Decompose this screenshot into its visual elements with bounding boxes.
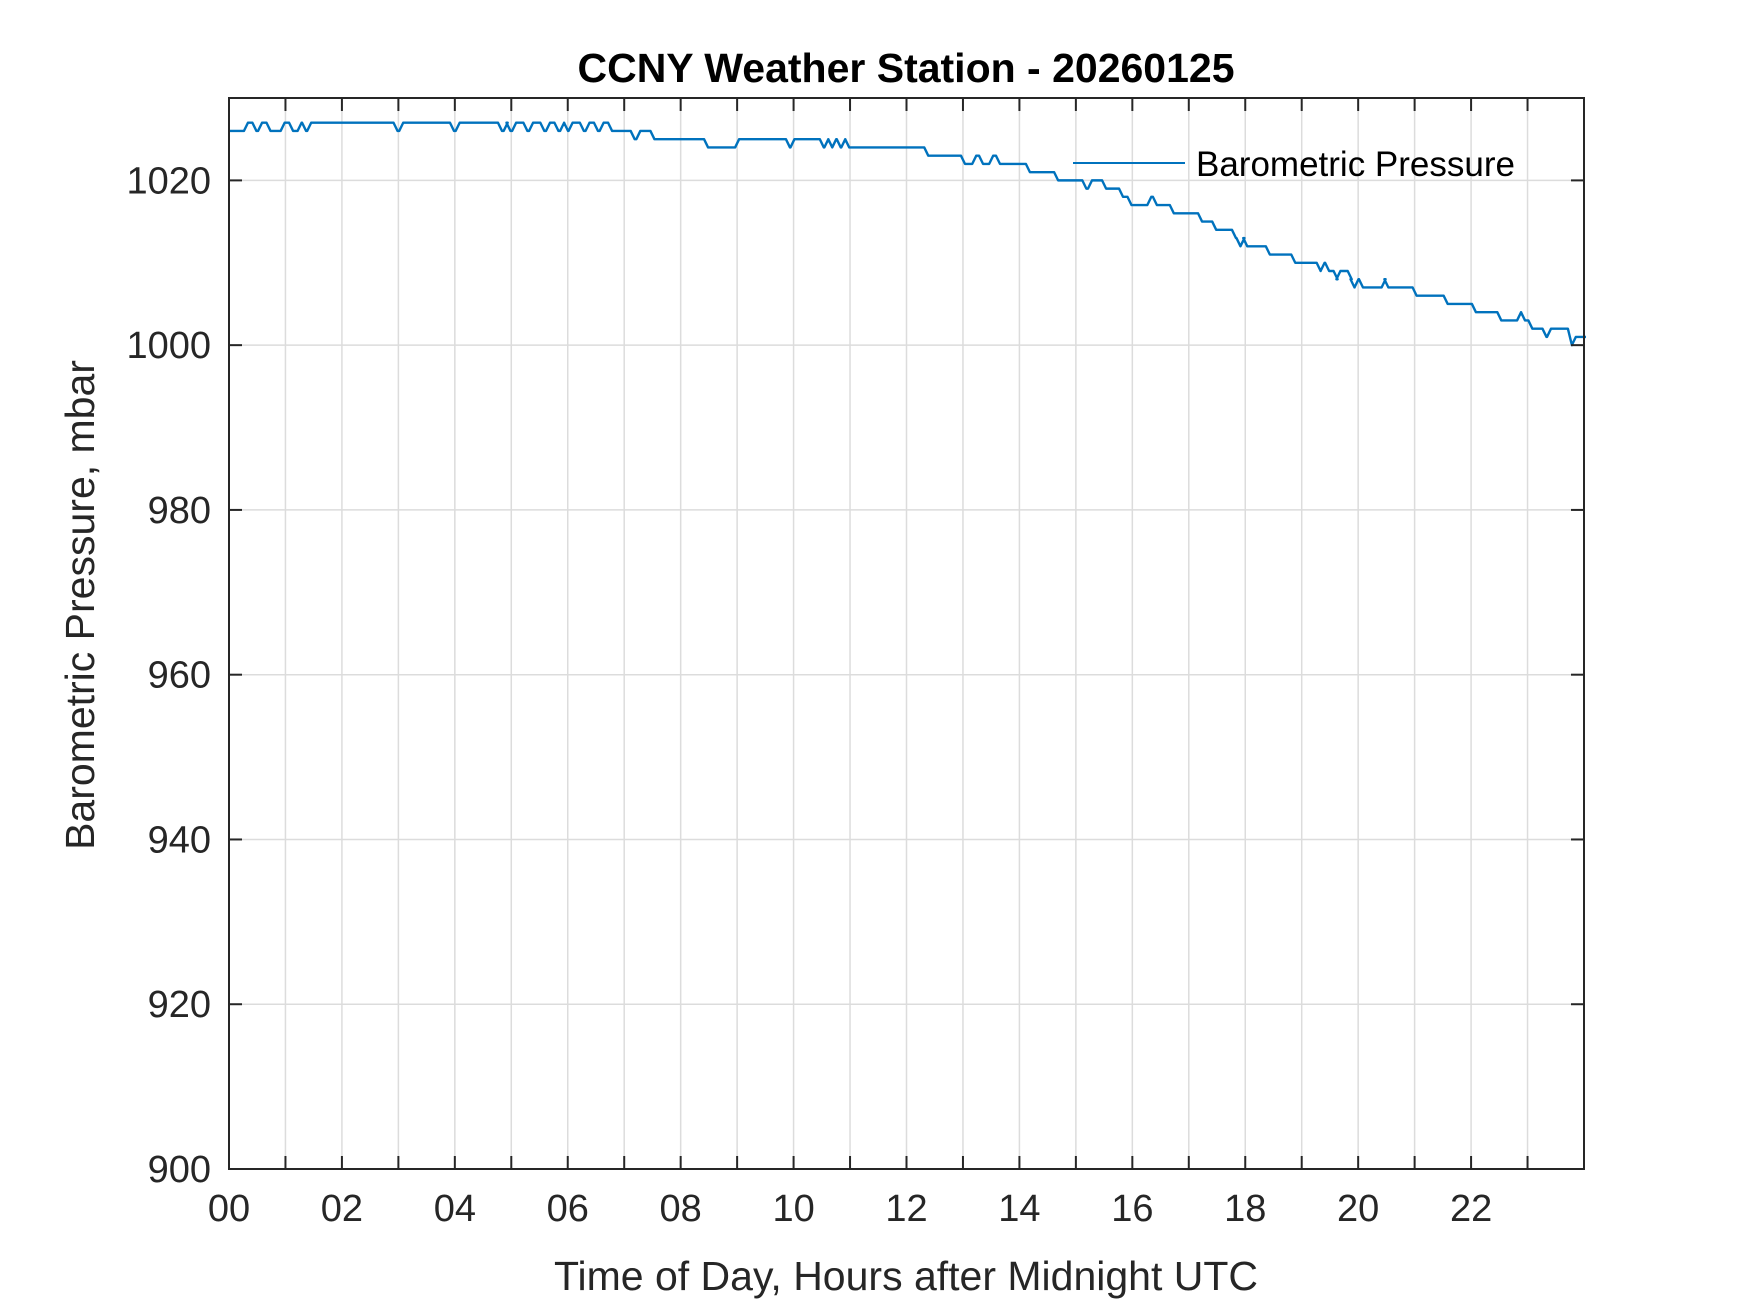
x-tick-label: 04 (434, 1188, 476, 1230)
y-tick-label: 940 (148, 819, 211, 861)
x-tick-label: 16 (1111, 1188, 1153, 1230)
series-line-barometric-pressure (229, 121, 1586, 347)
chart-title: CCNY Weather Station - 20260125 (577, 45, 1234, 91)
y-tick-label: 920 (148, 984, 211, 1026)
x-tick-label: 20 (1337, 1188, 1379, 1230)
x-tick-label: 02 (321, 1188, 363, 1230)
y-tick-label: 1000 (126, 325, 211, 367)
x-tick-label: 22 (1450, 1188, 1492, 1230)
x-tick-label: 14 (998, 1188, 1040, 1230)
grid (229, 98, 1584, 1169)
x-tick-label: 00 (208, 1188, 250, 1230)
x-tick-label: 06 (547, 1188, 589, 1230)
y-tick-label: 960 (148, 655, 211, 697)
x-axis-label: Time of Day, Hours after Midnight UTC (554, 1253, 1258, 1299)
y-tick-label: 900 (148, 1149, 211, 1191)
y-axis-label: Barometric Pressure, mbar (57, 360, 103, 850)
y-tick-label: 1020 (126, 160, 211, 202)
y-tick-label: 980 (148, 490, 211, 532)
series-layer (229, 121, 1586, 347)
legend-label-barometric-pressure: Barometric Pressure (1196, 145, 1515, 184)
x-tick-label: 18 (1224, 1188, 1266, 1230)
x-tick-label: 08 (660, 1188, 702, 1230)
legend: Barometric Pressure (1073, 145, 1515, 184)
x-tick-label: 12 (885, 1188, 927, 1230)
ticks: 900 920 940 960 980 1000 1020 00 02 04 06 08 10 12 14 1… (126, 98, 1584, 1230)
x-tick-label: 10 (772, 1188, 814, 1230)
